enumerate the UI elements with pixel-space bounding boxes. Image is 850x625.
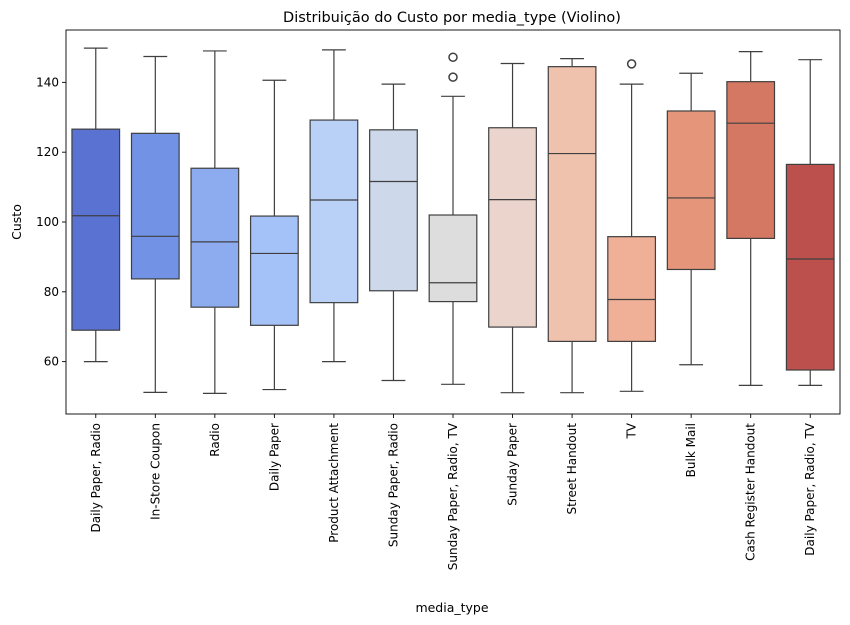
x-tick-label: Sunday Paper, Radio xyxy=(386,423,400,547)
box-group xyxy=(71,47,121,363)
box-iqr xyxy=(428,214,478,303)
y-tick-label: 80 xyxy=(44,285,59,299)
outlier-point xyxy=(626,59,637,69)
x-tick-label: Cash Register Handout xyxy=(744,423,758,561)
x-tick-label: TV xyxy=(625,422,639,439)
box-iqr xyxy=(190,167,240,308)
box-iqr xyxy=(130,132,180,280)
x-axis: Daily Paper, Radio In-Store Coupon Radio Da… xyxy=(89,414,817,570)
x-tick-label: Street Handout xyxy=(565,423,579,515)
plot-frame xyxy=(65,29,841,415)
box-group xyxy=(369,83,418,382)
x-tick-label: Daily Paper xyxy=(267,423,281,491)
box-iqr xyxy=(785,163,835,371)
x-tick-label: Sunday Paper xyxy=(506,423,520,506)
x-tick-label: Sunday Paper, Radio, TV xyxy=(446,422,460,570)
box-group xyxy=(607,59,657,392)
x-tick-label: Radio xyxy=(208,423,222,457)
boxes-layer xyxy=(71,47,835,395)
box-iqr xyxy=(666,110,716,271)
box-iqr xyxy=(249,215,299,326)
x-tick-label: Product Attachment xyxy=(327,423,341,543)
box-iqr xyxy=(547,66,597,342)
x-tick-label: Daily Paper, Radio xyxy=(89,423,103,533)
box-group xyxy=(785,59,835,386)
box-group xyxy=(130,55,180,393)
x-tick-label: In-Store Coupon xyxy=(148,423,162,520)
box-iqr xyxy=(71,128,121,331)
x-tick-label: Bulk Mail xyxy=(684,423,698,477)
y-tick-label: 100 xyxy=(36,215,59,229)
box-iqr xyxy=(488,127,537,328)
box-group xyxy=(190,50,240,395)
y-axis: 60 80 100 120 140 xyxy=(36,75,66,369)
box-group xyxy=(726,51,776,386)
box-group xyxy=(309,49,359,363)
y-tick-label: 140 xyxy=(36,75,59,89)
box-iqr xyxy=(369,129,418,292)
x-axis-label: media_type xyxy=(415,600,488,615)
box-iqr xyxy=(607,236,657,342)
box-iqr xyxy=(726,81,776,240)
box-group xyxy=(666,72,716,366)
y-tick-label: 120 xyxy=(36,145,59,159)
box-group xyxy=(428,52,478,385)
box-iqr xyxy=(309,119,359,304)
x-tick-label: Daily Paper, Radio, TV xyxy=(803,422,817,555)
y-tick-label: 60 xyxy=(44,355,59,369)
chart-title: Distribuição do Custo por media_type (Vi… xyxy=(283,10,621,26)
box-group xyxy=(488,62,537,394)
outlier-point xyxy=(448,72,458,82)
y-axis-label: Custo xyxy=(9,204,24,240)
box-group xyxy=(249,79,299,391)
box-group xyxy=(547,58,597,394)
outlier-point xyxy=(448,52,458,62)
